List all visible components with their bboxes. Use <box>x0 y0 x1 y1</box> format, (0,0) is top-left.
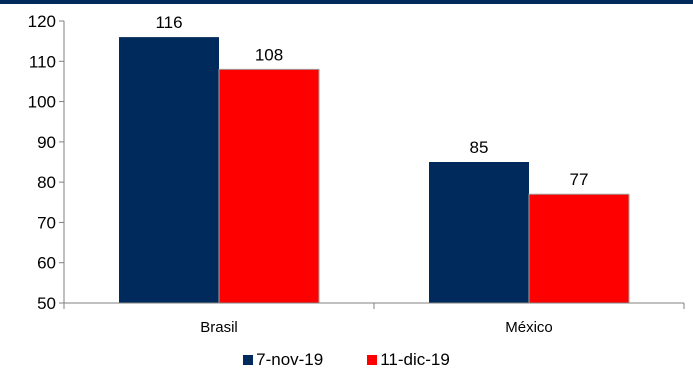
top-rule <box>0 0 693 4</box>
y-tick-label: 110 <box>29 52 56 71</box>
y-tick-label: 60 <box>37 254 56 273</box>
bar <box>119 37 219 303</box>
bar <box>528 193 630 304</box>
y-tick-label: 120 <box>28 12 56 31</box>
x-tick-label: Brasil <box>200 319 238 336</box>
data-label: 116 <box>155 13 182 32</box>
legend: 7-nov-19 11-dic-19 <box>0 350 693 370</box>
legend-label: 11-dic-19 <box>380 350 450 369</box>
y-tick-label: 90 <box>37 133 56 152</box>
legend-swatch <box>367 355 378 365</box>
legend-swatch <box>243 355 254 365</box>
legend-item-series-1: 7-nov-19 <box>243 350 323 370</box>
bar <box>429 162 529 303</box>
legend-item-series-2: 11-dic-19 <box>367 350 450 370</box>
y-tick-label: 50 <box>37 294 56 313</box>
x-tick-label: México <box>505 319 553 336</box>
y-tick-label: 100 <box>28 93 56 112</box>
y-tick-label: 70 <box>37 213 56 232</box>
bar <box>218 68 320 304</box>
data-label: 77 <box>570 170 589 189</box>
y-tick-label: 80 <box>37 173 56 192</box>
bar-chart: 50 60 70 80 90 100 110 120 116 108 Brasil 85 77 Méxic… <box>0 0 693 336</box>
data-label: 85 <box>470 138 489 157</box>
legend-label: 7-nov-19 <box>256 350 324 369</box>
data-label: 108 <box>255 45 283 64</box>
